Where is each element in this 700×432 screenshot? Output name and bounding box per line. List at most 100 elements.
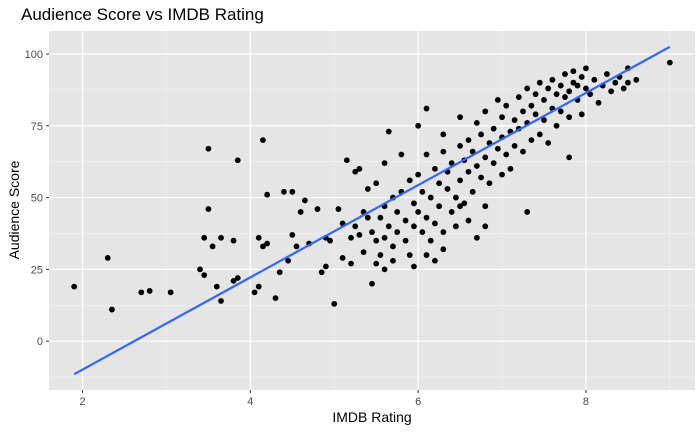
data-point (448, 160, 455, 167)
data-point (234, 275, 241, 281)
data-point (553, 91, 560, 98)
chart-title: Audience Score vs IMDB Rating (21, 5, 264, 24)
data-point (482, 108, 489, 115)
data-point (356, 232, 363, 238)
data-point (109, 306, 115, 313)
data-point (209, 243, 216, 250)
data-point (465, 168, 472, 175)
data-point (507, 165, 514, 172)
data-point (583, 85, 589, 92)
data-point (356, 165, 363, 172)
data-point (419, 229, 426, 235)
data-point (255, 234, 262, 241)
data-point (494, 145, 501, 152)
data-point (490, 160, 497, 167)
data-point (473, 234, 480, 241)
data-point (440, 246, 447, 253)
data-point (482, 223, 489, 230)
data-point (427, 194, 434, 201)
data-point (251, 289, 258, 296)
data-point (423, 214, 430, 221)
data-point (260, 243, 266, 250)
data-point (411, 223, 417, 230)
data-point (394, 229, 401, 235)
data-point (255, 283, 262, 290)
data-point (532, 91, 539, 98)
data-point (440, 148, 447, 155)
data-point (465, 137, 472, 144)
data-point (583, 65, 589, 72)
data-point (457, 142, 463, 149)
data-point (557, 108, 564, 115)
data-point (385, 223, 392, 230)
data-point (218, 234, 224, 241)
data-point (213, 283, 220, 290)
data-point (595, 99, 602, 106)
data-point (482, 154, 489, 161)
data-point (490, 125, 497, 132)
data-point (297, 209, 304, 215)
y-tick-label: 25 (31, 264, 43, 276)
data-point (557, 82, 564, 89)
data-point (167, 289, 174, 296)
data-point (331, 300, 338, 307)
data-point (390, 257, 396, 264)
data-point (205, 145, 212, 152)
data-point (515, 94, 522, 100)
data-point (536, 131, 543, 138)
data-point (587, 91, 594, 98)
data-point (432, 165, 438, 172)
data-point (406, 177, 413, 184)
data-point (381, 266, 388, 273)
data-point (503, 151, 510, 158)
data-point (394, 209, 401, 215)
data-point (478, 174, 484, 181)
data-point (377, 252, 384, 258)
data-point (486, 180, 493, 187)
y-axis-title: Audience Score (6, 160, 22, 259)
data-point (197, 266, 203, 273)
data-point (452, 194, 459, 201)
data-point (574, 82, 581, 89)
data-point (293, 243, 300, 250)
data-point (541, 97, 547, 103)
data-point (402, 237, 409, 244)
data-point (339, 254, 346, 261)
data-point (511, 142, 518, 149)
data-point (549, 76, 556, 83)
data-point (612, 79, 619, 86)
data-point (201, 272, 208, 279)
data-point (633, 76, 640, 83)
data-point (411, 200, 417, 207)
data-point (205, 206, 212, 212)
data-point (578, 111, 585, 118)
data-point (146, 288, 153, 294)
data-point (432, 220, 438, 227)
data-point (230, 237, 237, 244)
data-point (360, 249, 367, 256)
data-point (201, 234, 208, 241)
data-point (541, 117, 547, 123)
y-tick-label: 50 (31, 193, 43, 205)
data-point (562, 94, 568, 100)
data-point (528, 137, 535, 144)
data-point (499, 114, 505, 121)
y-tick-label: 0 (37, 336, 43, 348)
data-point (352, 223, 359, 230)
data-point (369, 229, 375, 235)
data-point (218, 298, 224, 304)
data-point (406, 252, 413, 258)
data-point (511, 117, 518, 123)
data-point (469, 188, 476, 195)
y-tick-label: 75 (31, 121, 43, 133)
data-point (457, 177, 463, 184)
data-point (494, 97, 501, 103)
regression-line (73, 45, 671, 376)
data-point (545, 85, 552, 92)
data-point (448, 209, 455, 215)
data-point (457, 203, 463, 210)
data-point (327, 237, 333, 244)
data-point (272, 295, 279, 301)
data-point (436, 203, 443, 210)
data-point (457, 114, 463, 121)
